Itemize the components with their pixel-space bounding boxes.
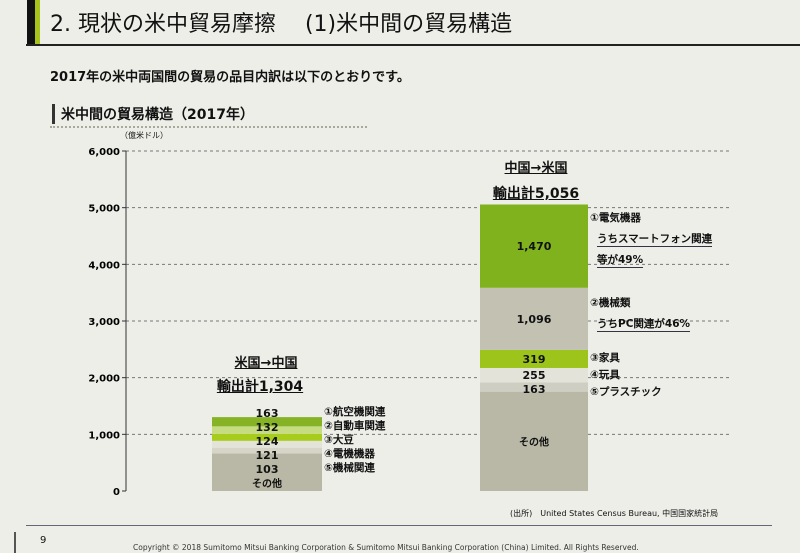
annotation: ①電気機器 [590, 212, 641, 224]
annotation: ⑤プラスチック [590, 386, 662, 398]
data-label: 124 [256, 435, 279, 448]
y-tick-label: 5,000 [88, 204, 120, 215]
bar-total-us-china: 輸出計1,304 [216, 379, 304, 395]
bar-segment [212, 453, 322, 491]
bar-total-china-us: 輸出計5,056 [492, 186, 580, 202]
y-tick-label: 1,000 [88, 430, 120, 441]
footer-divider [26, 525, 772, 526]
bar-segment [480, 391, 588, 491]
copyright: Copyright © 2018 Sumitomo Mitsui Banking… [133, 543, 639, 552]
data-label: 163 [523, 383, 546, 396]
other-label: その他 [252, 477, 282, 490]
annotation-note: 等が49% [597, 254, 644, 268]
data-label: 1,470 [517, 240, 552, 253]
data-label: 132 [256, 421, 279, 434]
annotation: ②機械類 [590, 297, 631, 309]
data-label: 121 [256, 449, 279, 462]
bar-title-china-us: 中国→米国 [504, 161, 568, 176]
bar-segment [480, 367, 588, 383]
title-divider [26, 44, 800, 46]
bar-segment [212, 447, 322, 454]
y-tick-label: 4,000 [88, 260, 120, 271]
page-number: 9 [40, 535, 47, 546]
annotation: ⑤機械関連 [324, 462, 375, 474]
bar-segment [212, 417, 322, 427]
intro-text: 2017年の米中両国間の貿易の品目内訳は以下のとおりです。 [50, 70, 410, 85]
page-title: 2. 現状の米中貿易摩擦 (1)米中間の貿易構造 [50, 12, 513, 37]
data-label: 255 [523, 369, 546, 382]
bar-title-us-china: 米国→中国 [234, 356, 298, 371]
bar-segment [480, 349, 588, 368]
y-tick-label: 0 [113, 487, 120, 498]
bar-segment [212, 426, 322, 434]
data-label: 163 [256, 407, 279, 420]
annotation: ③大豆 [324, 434, 354, 446]
annotation-note: うちスマートフォン関連 [597, 233, 713, 247]
bar-segment [480, 204, 588, 288]
y-tick-label: 2,000 [88, 374, 120, 385]
y-tick-label: 3,000 [88, 317, 120, 328]
annotation-note: うちPC関連が46% [597, 318, 691, 332]
annotation: ③家具 [590, 352, 620, 364]
bar-segment [480, 287, 588, 350]
annotation: ①航空機関連 [324, 406, 386, 418]
data-label: 103 [256, 463, 279, 476]
title-accent-bar [27, 0, 35, 44]
title-accent-bar-green [35, 0, 40, 44]
bar-segment [480, 382, 588, 392]
annotation: ④電機機器 [324, 448, 375, 460]
annotation: ②自動車関連 [324, 420, 386, 432]
y-axis-unit: （億米ドル） [120, 131, 168, 140]
bar-segment [212, 440, 322, 448]
source-note: (出所) United States Census Bureau, 中国国家統計… [510, 509, 719, 518]
section-divider [50, 125, 367, 128]
data-label: 1,096 [517, 313, 552, 326]
footer-accent [14, 532, 16, 553]
bar-segment [212, 433, 322, 441]
data-label: 319 [523, 353, 546, 366]
annotation: ④玩具 [590, 369, 620, 381]
other-label: その他 [519, 435, 549, 448]
section-title: 米中間の貿易構造（2017年） [52, 104, 254, 124]
y-tick-label: 6,000 [88, 147, 120, 158]
